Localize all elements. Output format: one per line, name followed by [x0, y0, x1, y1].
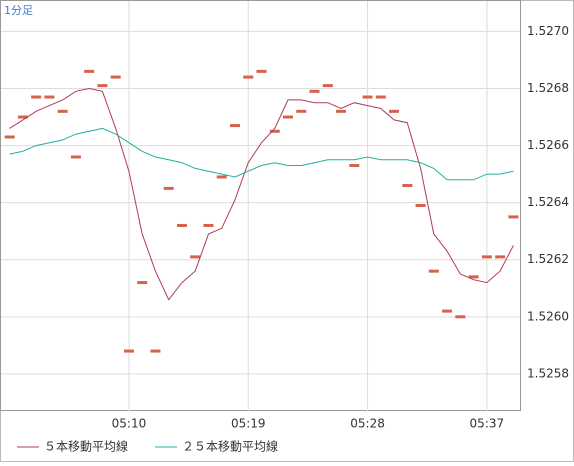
price-dash [322, 84, 333, 88]
y-tick-label: 1.5260 [527, 309, 569, 323]
price-dash [442, 309, 453, 313]
plot-area [0, 0, 521, 411]
price-dash [216, 175, 227, 179]
x-tick-label: 05:37 [470, 417, 505, 431]
price-dash [163, 186, 174, 190]
price-dash [203, 223, 214, 227]
price-dash [415, 204, 426, 207]
x-tick-label: 05:10 [112, 417, 147, 431]
price-dash [283, 115, 294, 119]
price-dash [70, 155, 81, 159]
price-dash [455, 315, 466, 319]
price-dash [508, 215, 519, 219]
price-dash [296, 109, 307, 113]
price-dash [428, 269, 439, 273]
price-dash [17, 115, 28, 119]
price-dash [336, 109, 347, 113]
price-dash [190, 255, 201, 259]
price-dash [362, 95, 373, 99]
price-dash [495, 255, 506, 259]
ma-line [9, 87, 514, 301]
y-tick-label: 1.5262 [527, 252, 569, 266]
price-dash [309, 89, 320, 93]
price-dash [389, 109, 400, 113]
y-tick-label: 1.5266 [527, 138, 569, 152]
x-tick-label: 05:19 [231, 417, 266, 431]
price-dash [123, 349, 134, 353]
price-dash [137, 281, 148, 285]
x-tick-label: 05:28 [350, 417, 385, 431]
price-dash [468, 275, 479, 279]
price-dash [243, 75, 254, 79]
price-dash [402, 184, 413, 188]
price-dash [31, 95, 42, 99]
y-tick-label: 1.5270 [527, 24, 569, 38]
y-tick-label: 1.5268 [527, 81, 569, 95]
price-dash [97, 84, 108, 88]
price-dash [176, 223, 187, 227]
price-dash [110, 75, 121, 79]
chart-title: 1分足 [4, 4, 33, 17]
price-dash [84, 69, 95, 73]
price-dash [481, 255, 492, 259]
price-dash [375, 95, 386, 99]
price-dash [349, 164, 360, 168]
price-dash [4, 135, 15, 139]
price-dash [57, 109, 68, 113]
price-dash [150, 349, 161, 353]
price-dash [229, 124, 240, 128]
y-tick-label: 1.5258 [527, 366, 569, 380]
price-dash [44, 95, 55, 99]
ma-line [9, 127, 514, 181]
legend-label: ５本移動平均線 [44, 439, 128, 454]
legend-label: ２５本移動平均線 [182, 439, 278, 454]
price-dash [269, 129, 280, 133]
price-dash [256, 69, 267, 73]
y-tick-label: 1.5264 [527, 195, 569, 209]
